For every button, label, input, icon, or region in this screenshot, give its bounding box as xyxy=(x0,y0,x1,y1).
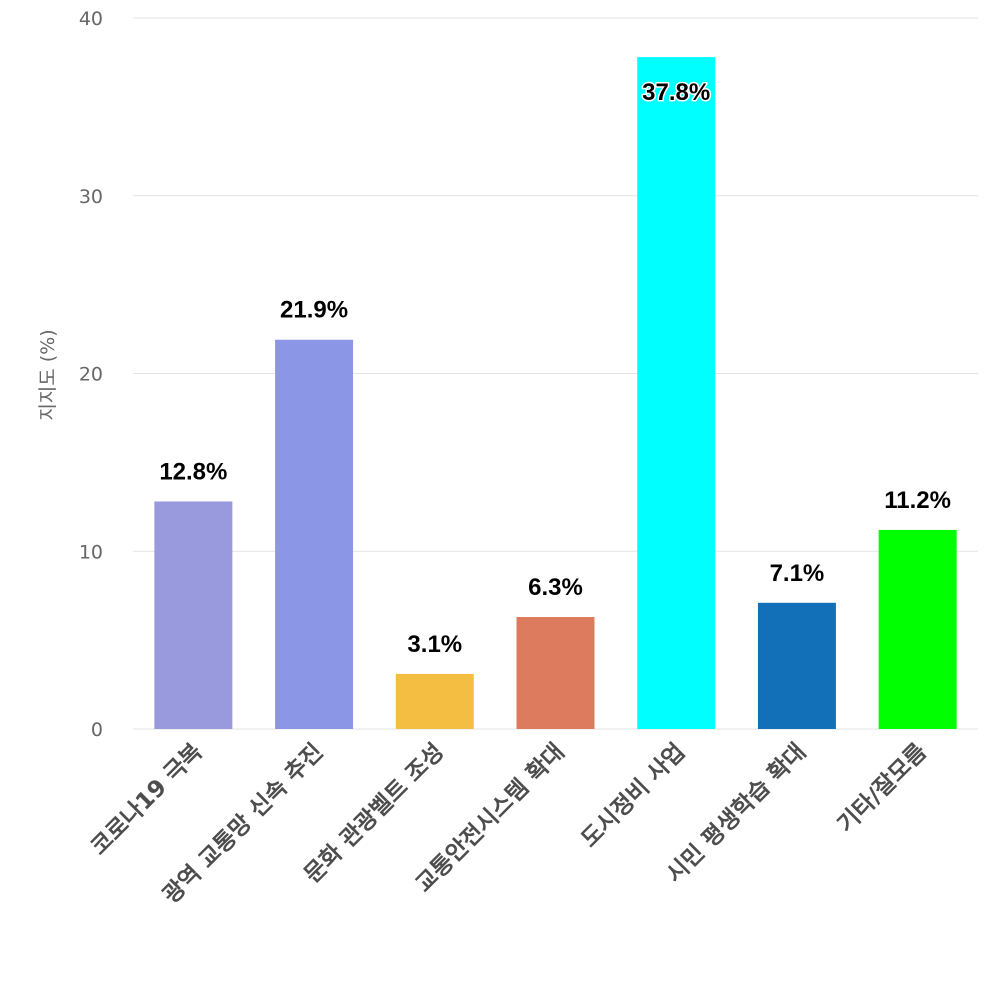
data-label: 12.8% xyxy=(159,458,227,485)
bar xyxy=(395,673,474,729)
bar xyxy=(637,57,716,730)
data-labels: 12.8% 21.9% 3.1% 6.3% 37.8% 7.1% 11.2% xyxy=(158,78,953,660)
data-label: 21.9% xyxy=(280,297,348,324)
y-tick-label: 40 xyxy=(79,8,103,30)
bar xyxy=(878,529,957,729)
y-tick-label: 10 xyxy=(79,541,103,563)
bars xyxy=(154,57,957,730)
bar xyxy=(275,339,354,729)
data-label: 3.1% xyxy=(407,631,462,658)
data-label: 11.2% xyxy=(884,487,951,514)
data-label: 7.1% xyxy=(770,560,825,587)
y-axis-label: 지지도 (%) xyxy=(37,329,59,420)
bar xyxy=(154,501,233,729)
gridlines xyxy=(133,17,978,730)
data-label: 37.8% xyxy=(642,79,710,106)
y-tick-label: 30 xyxy=(79,186,103,208)
bar xyxy=(757,602,836,729)
data-label: 6.3% xyxy=(528,574,583,601)
bar xyxy=(516,617,595,729)
y-axis-tick-labels: 0 10 20 30 40 xyxy=(79,8,103,741)
y-tick-label: 0 xyxy=(91,719,103,741)
y-tick-label: 20 xyxy=(79,364,103,386)
